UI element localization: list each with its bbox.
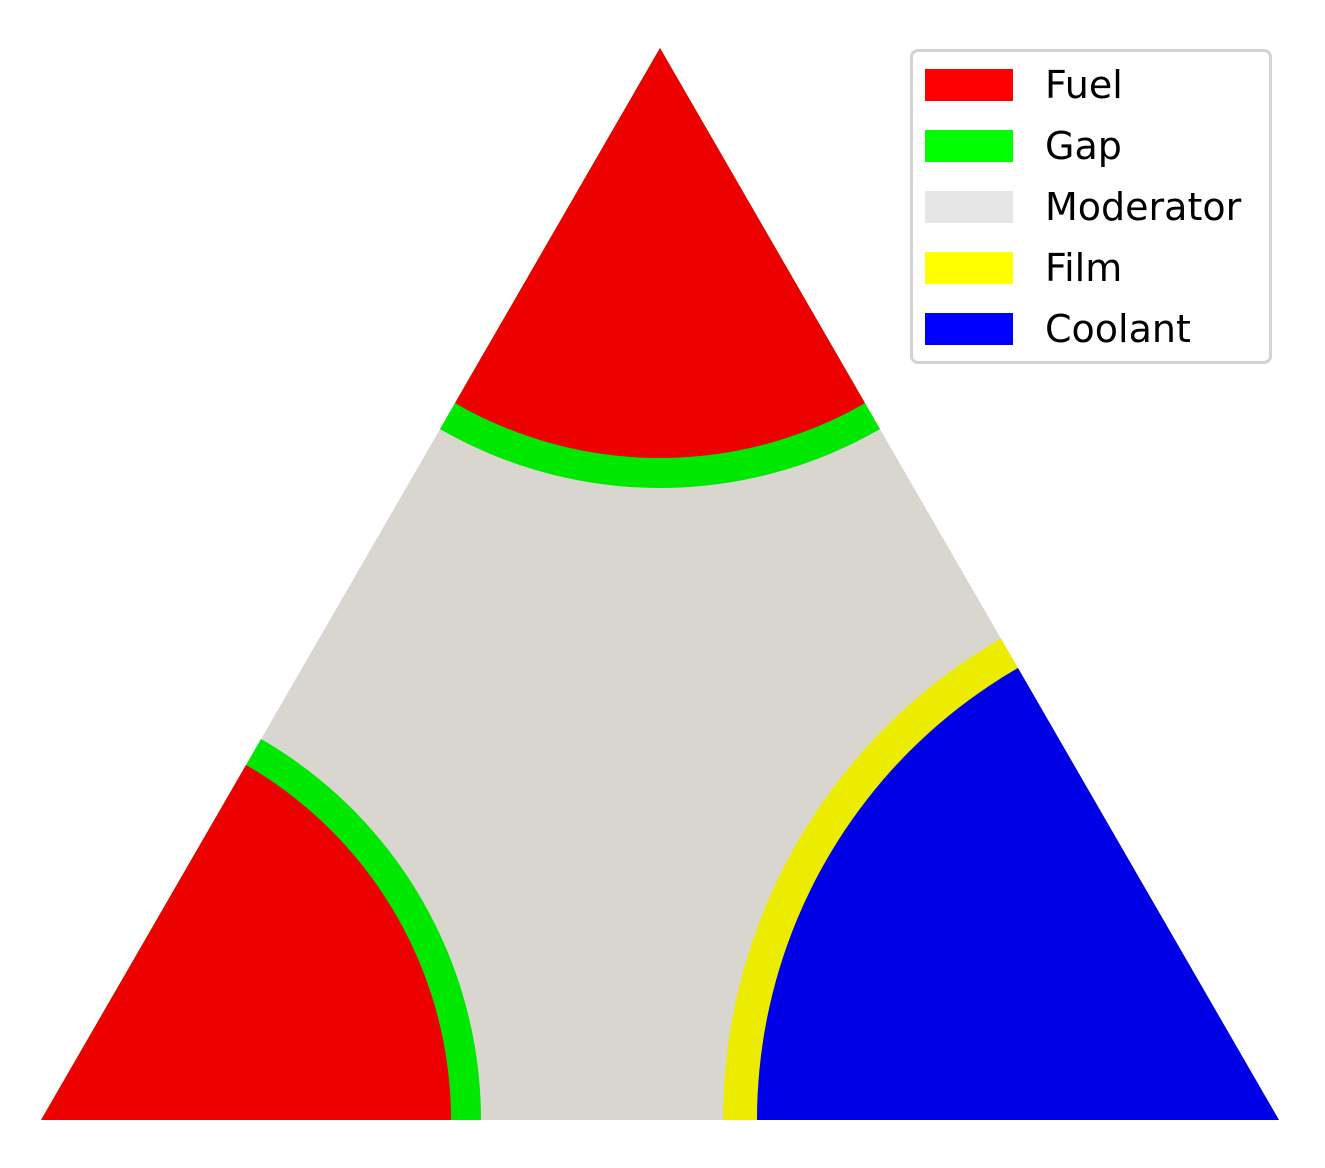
legend-item-gap: Gap: [925, 126, 1122, 166]
legend-swatch-moderator: [925, 191, 1013, 223]
legend-item-film: Film: [925, 248, 1122, 288]
legend-item-fuel: Fuel: [925, 65, 1123, 105]
legend-label-film: Film: [1045, 246, 1123, 290]
legend: Fuel Gap Moderator Film Coolant: [910, 49, 1272, 364]
legend-item-moderator: Moderator: [925, 187, 1241, 227]
legend-label-gap: Gap: [1045, 124, 1122, 168]
legend-swatch-film: [925, 252, 1013, 284]
coolant-region: [757, 598, 1279, 1120]
bottom-left-fuel-region: [41, 710, 451, 1120]
legend-swatch-fuel: [925, 69, 1013, 101]
legend-swatch-coolant: [925, 313, 1013, 345]
legend-label-coolant: Coolant: [1045, 307, 1191, 351]
legend-item-coolant: Coolant: [925, 309, 1191, 349]
legend-swatch-gap: [925, 130, 1013, 162]
legend-label-fuel: Fuel: [1045, 63, 1123, 107]
legend-label-moderator: Moderator: [1045, 185, 1242, 229]
